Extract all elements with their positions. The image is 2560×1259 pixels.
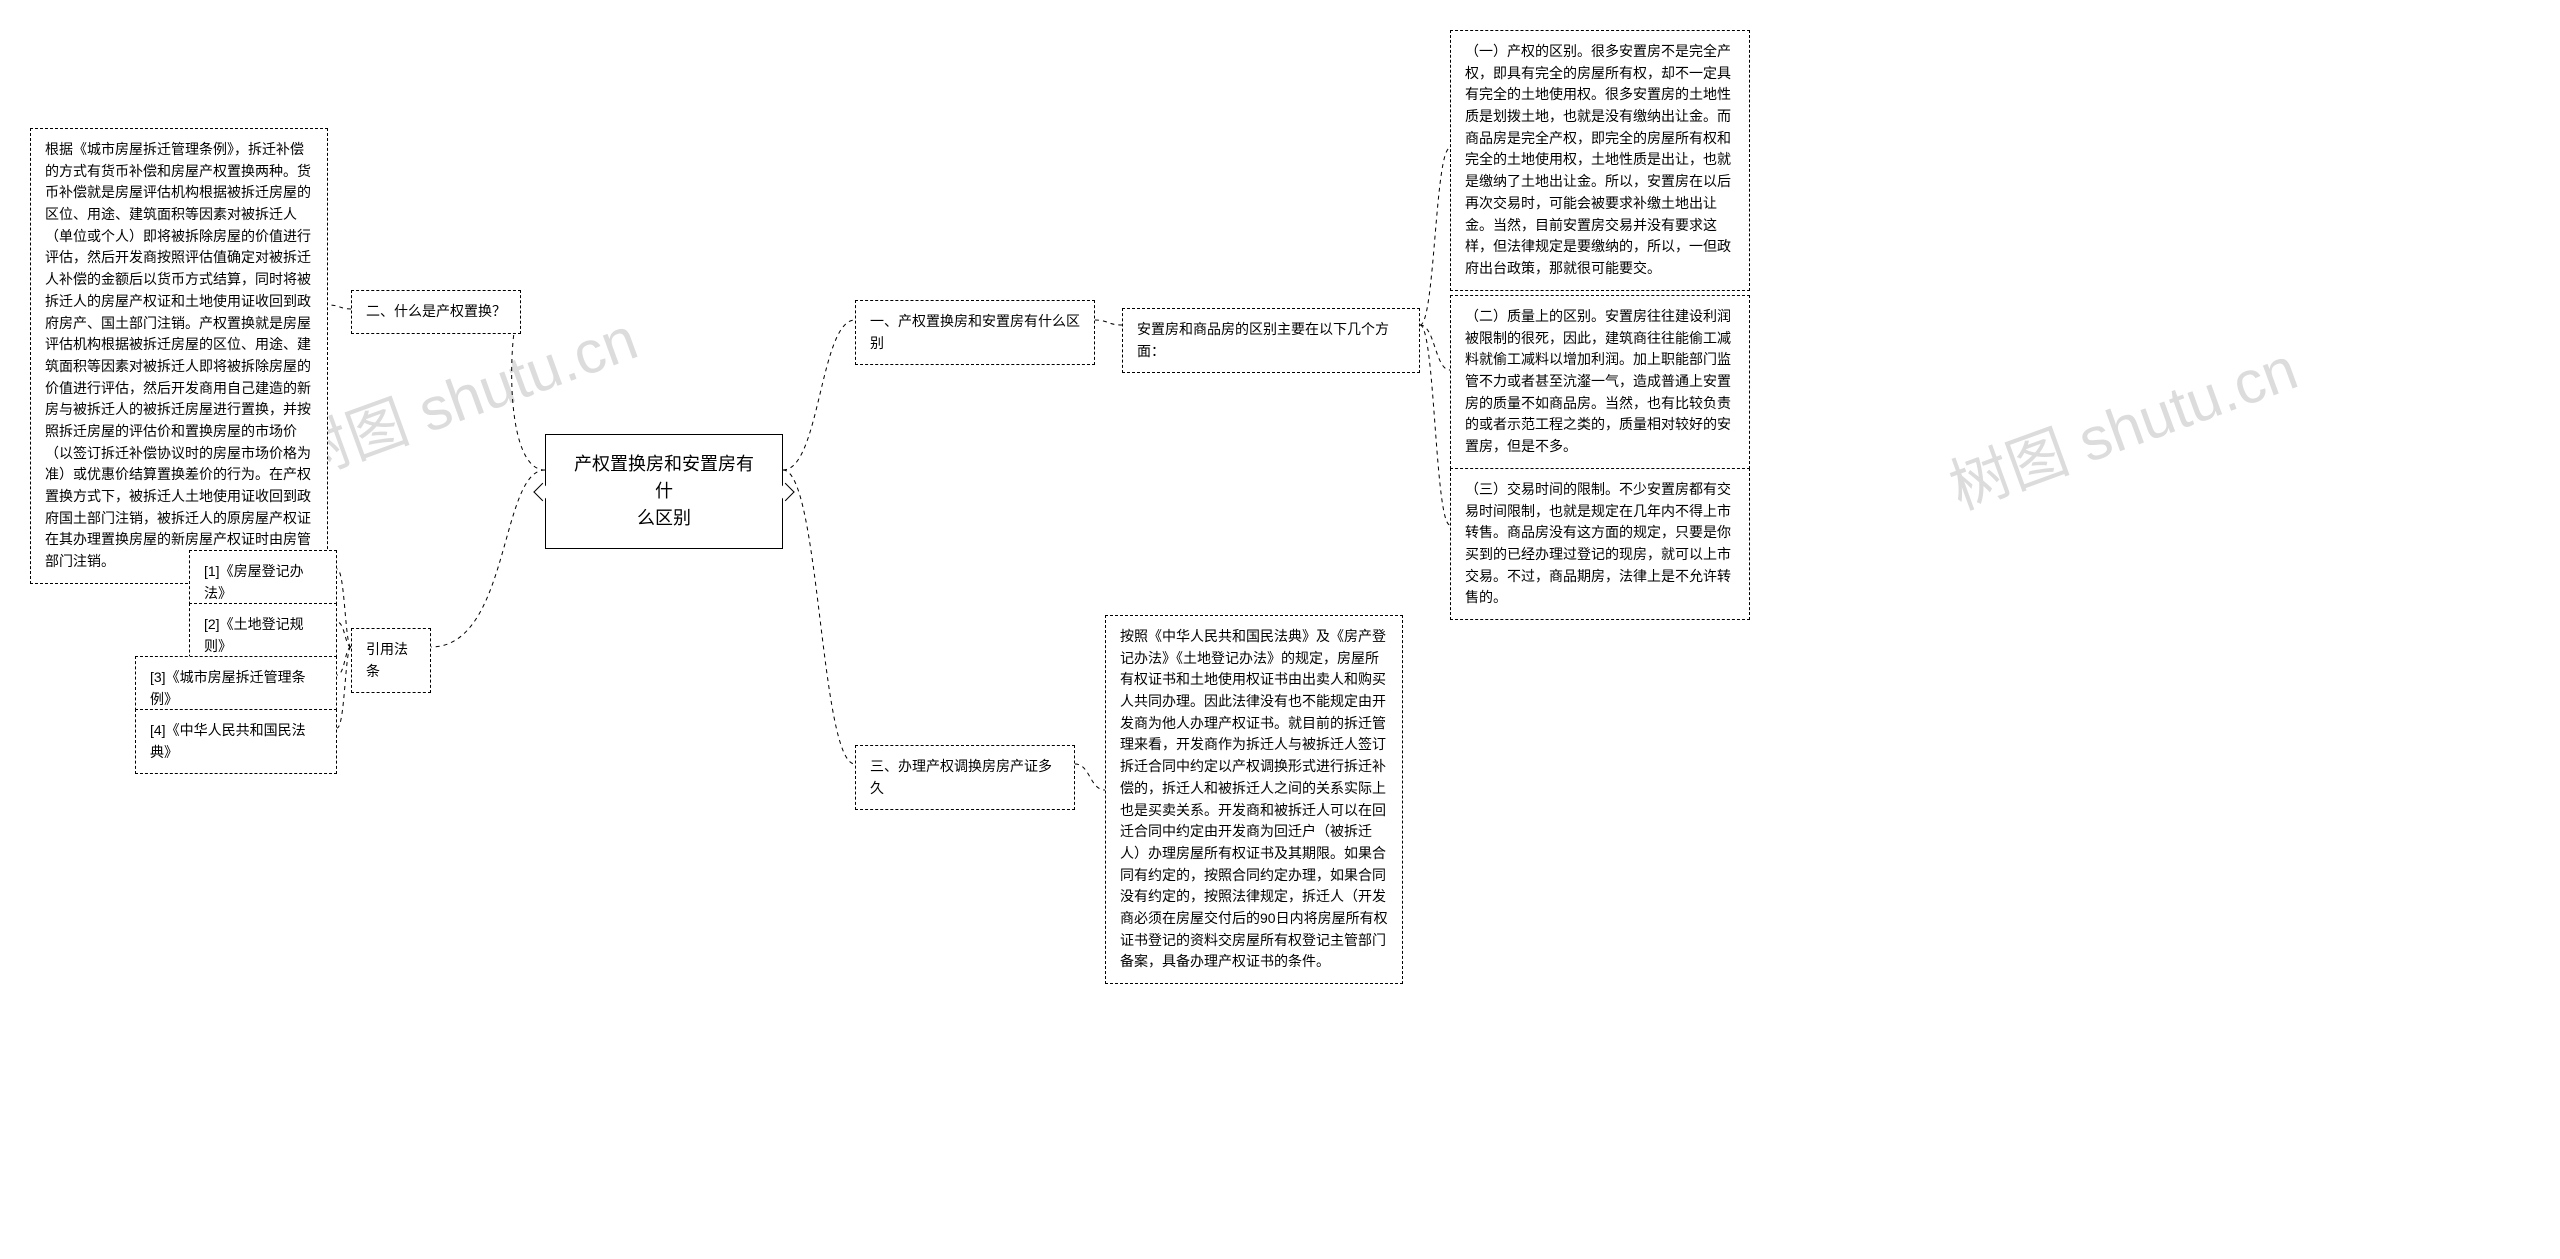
branch-left-1-label: 二、什么是产权置换？ bbox=[351, 290, 521, 334]
branch-right-1-grandchild-3: （三）交易时间的限制。不少安置房都有交易时间限制，也就是规定在几年内不得上市转售… bbox=[1450, 468, 1750, 620]
branch-left-1-child: 根据《城市房屋拆迁管理条例》，拆迁补偿的方式有货币补偿和房屋产权置换两种。货币补… bbox=[30, 128, 328, 584]
branch-right-1-child: 安置房和商品房的区别主要在以下几个方面： bbox=[1122, 308, 1420, 373]
branch-right-1-grandchild-1: （一）产权的区别。很多安置房不是完全产权，即具有完全的房屋所有权，却不一定具有完… bbox=[1450, 30, 1750, 291]
branch-right-2-label: 三、办理产权调换房房产证多久 bbox=[855, 745, 1075, 810]
branch-right-1-label: 一、产权置换房和安置房有什么区别 bbox=[855, 300, 1095, 365]
watermark: 树图 shutu.cn bbox=[1936, 320, 2307, 526]
mindmap-center: 产权置换房和安置房有什 么区别 bbox=[545, 434, 783, 549]
branch-right-2-child: 按照《中华人民共和国民法典》及《房产登记办法》《土地登记办法》的规定，房屋所有权… bbox=[1105, 615, 1403, 984]
branch-left-2-child-4: [4]《中华人民共和国民法典》 bbox=[135, 709, 337, 774]
branch-left-2-label: 引用法条 bbox=[351, 628, 431, 693]
branch-right-1-grandchild-2: （二）质量上的区别。安置房往往建设利润被限制的很死，因此，建筑商往往能偷工减料就… bbox=[1450, 295, 1750, 469]
center-text: 产权置换房和安置房有什 么区别 bbox=[574, 454, 754, 528]
